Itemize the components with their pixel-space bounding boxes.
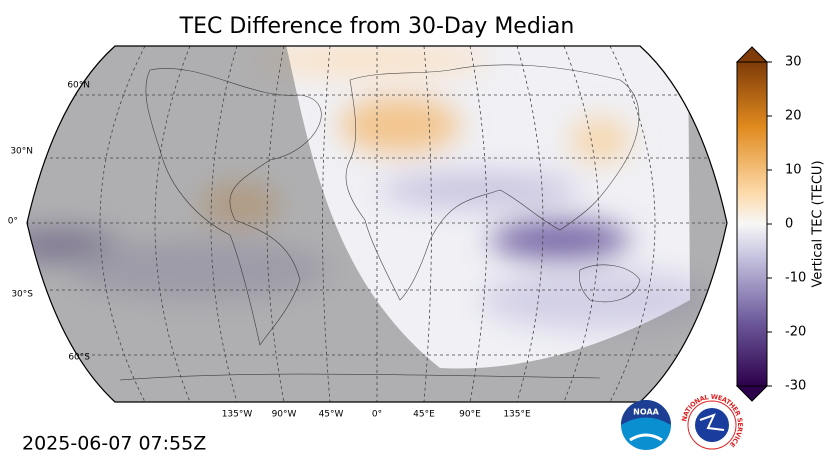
lon-label: 135°W bbox=[222, 410, 253, 420]
colorbar-ticks: -30 -20 -10 0 10 20 30 bbox=[767, 55, 806, 394]
colorbar-label: Vertical TEC (TECU) bbox=[811, 160, 826, 287]
lat-label: 30°N bbox=[10, 147, 33, 157]
title: TEC Difference from 30-Day Median bbox=[179, 14, 575, 39]
colorbar bbox=[736, 61, 768, 387]
lon-label: 45°W bbox=[319, 410, 344, 420]
colorbar-tick-label: 30 bbox=[785, 55, 802, 70]
lon-label: 45°E bbox=[413, 410, 435, 420]
lat-label: 60°N bbox=[67, 81, 90, 91]
lon-label: 90°E bbox=[459, 410, 481, 420]
lon-label: 0° bbox=[372, 410, 382, 420]
timestamp: 2025-06-07 07:55Z bbox=[22, 433, 206, 455]
noaa-logo: NOAA bbox=[621, 400, 671, 450]
lon-label: 90°W bbox=[272, 410, 297, 420]
colorbar-tick-label: 20 bbox=[785, 109, 802, 124]
colorbar-tick-label: 10 bbox=[785, 163, 802, 178]
lat-label: 60°S bbox=[68, 353, 90, 363]
lon-label: 135°E bbox=[503, 410, 531, 420]
colorbar-extend-max bbox=[735, 46, 769, 63]
noaa-text: NOAA bbox=[633, 408, 659, 417]
map bbox=[27, 46, 727, 402]
lon-labels: 135°W 90°W 45°W 0° 45°E 90°E 135°E bbox=[222, 410, 531, 420]
colorbar-tick-label: -20 bbox=[785, 325, 806, 340]
lat-label: 0° bbox=[8, 217, 18, 227]
colorbar-tick-label: 0 bbox=[785, 217, 793, 232]
colorbar-tick-label: -30 bbox=[785, 379, 806, 394]
colorbar-tick-label: -10 bbox=[785, 271, 806, 286]
lat-label: 30°S bbox=[11, 290, 33, 300]
lat-labels: 60°N 30°N 0° 30°S 60°S bbox=[8, 81, 91, 363]
nws-logo: NATIONAL WEATHER SERVICE bbox=[680, 393, 744, 450]
colorbar-extend-min bbox=[735, 385, 769, 402]
